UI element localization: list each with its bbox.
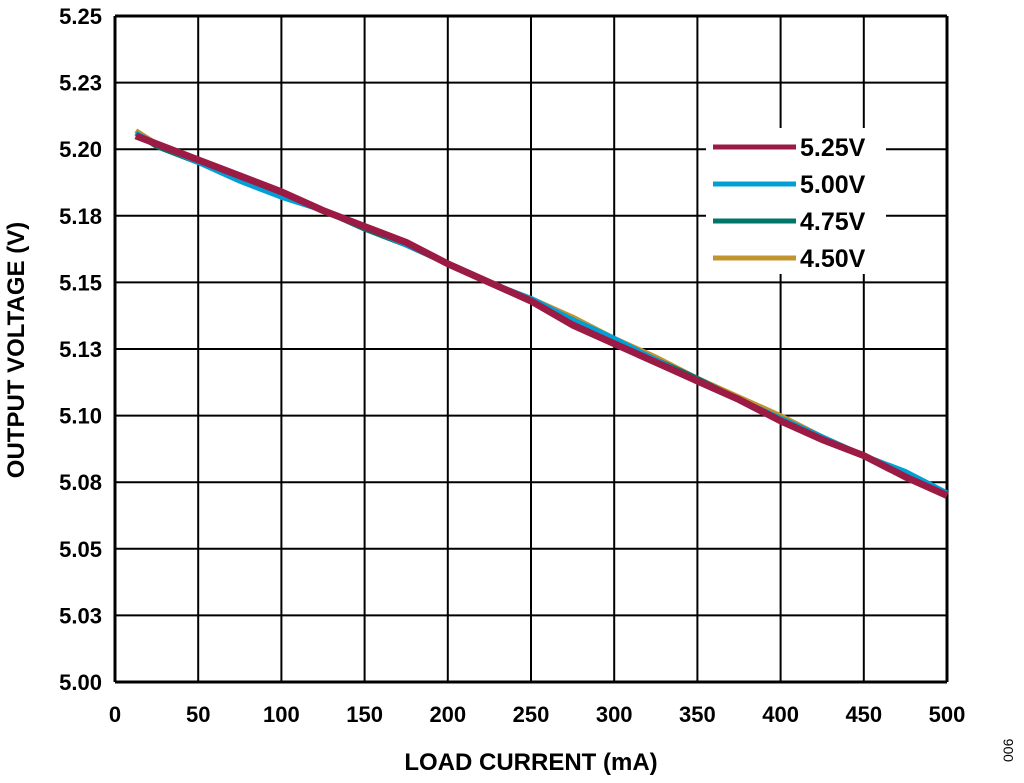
x-tick-label: 350 <box>679 702 716 727</box>
x-tick-label: 100 <box>263 702 300 727</box>
y-tick-label: 5.05 <box>59 537 102 562</box>
y-tick-label: 5.00 <box>59 670 102 695</box>
x-tick-label: 150 <box>346 702 383 727</box>
x-tick-label: 50 <box>186 702 210 727</box>
legend-box <box>706 128 886 274</box>
tick-labels: 0 50 100 150 200 250 300 350 400 450 500 5.00 5.03 5.… <box>59 4 965 727</box>
y-tick-label: 5.25 <box>59 4 102 29</box>
x-tick-label: 450 <box>845 702 882 727</box>
y-tick-label: 5.10 <box>59 404 102 429</box>
x-tick-label: 400 <box>762 702 799 727</box>
y-tick-label: 5.23 <box>59 71 102 96</box>
y-axis-label: OUTPUT VOLTAGE (V) <box>3 222 30 478</box>
series-line-5.25V <box>134 132 949 499</box>
legend: 5.25V 5.00V 4.75V 4.50V <box>706 128 886 274</box>
x-axis-label: LOAD CURRENT (mA) <box>404 749 657 776</box>
y-tick-label: 5.15 <box>59 270 102 295</box>
y-tick-label: 5.03 <box>59 603 102 628</box>
y-tick-label: 5.08 <box>59 470 102 495</box>
legend-label: 5.25V <box>800 134 866 162</box>
x-tick-label: 200 <box>429 702 466 727</box>
y-tick-label: 5.13 <box>59 337 102 362</box>
y-tick-label: 5.18 <box>59 204 102 229</box>
y-tick-label: 5.20 <box>59 137 102 162</box>
legend-label: 4.50V <box>800 245 866 273</box>
x-tick-label: 300 <box>596 702 633 727</box>
legend-label: 4.75V <box>800 208 866 236</box>
grid <box>113 14 949 684</box>
legend-label: 5.00V <box>800 171 866 199</box>
figure-code: 006 <box>1000 738 1016 762</box>
series-lines <box>134 128 949 499</box>
x-tick-label: 500 <box>929 702 966 727</box>
x-tick-label: 0 <box>109 702 121 727</box>
x-tick-label: 250 <box>513 702 550 727</box>
